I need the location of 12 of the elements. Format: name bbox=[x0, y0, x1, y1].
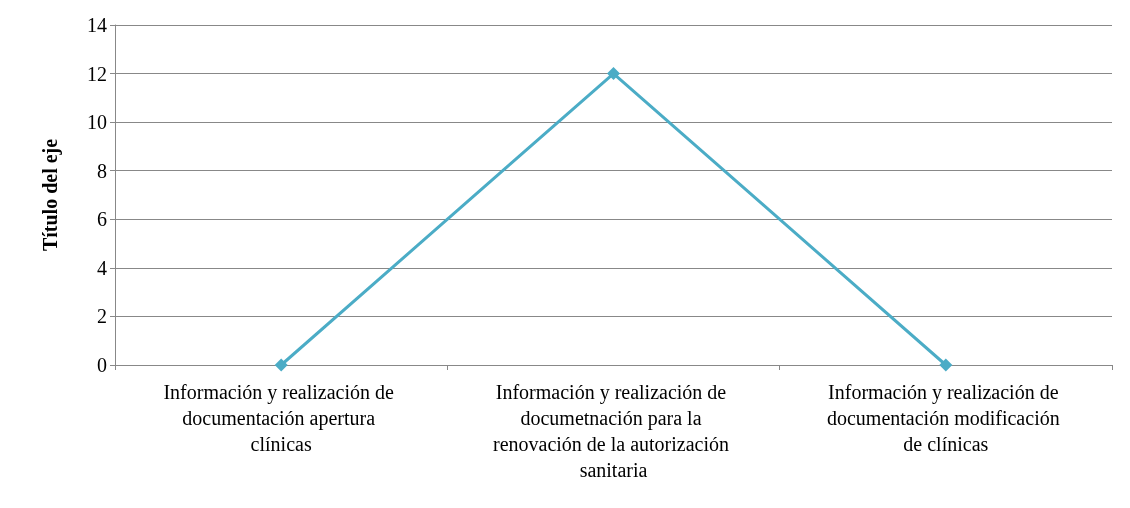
y-tick-label: 8 bbox=[97, 159, 107, 182]
x-tick-label: Información y realización de documetnación para la renovación de la autorización sanitaria bbox=[493, 381, 734, 481]
y-axis-title: Título del eje bbox=[39, 138, 62, 252]
x-tick-label: Información y realización de documentación apertura clínicas bbox=[163, 381, 399, 455]
y-tick-label: 12 bbox=[87, 62, 107, 85]
y-tick-label: 0 bbox=[97, 354, 107, 376]
y-tick-label: 10 bbox=[87, 111, 107, 134]
y-tick-label: 6 bbox=[97, 208, 107, 231]
y-tick-label: 2 bbox=[97, 305, 107, 328]
y-tick-label: 14 bbox=[87, 14, 107, 36]
y-tick-label: 4 bbox=[97, 256, 107, 279]
x-tick-label: Información y realización de documentación modificación de clínicas bbox=[826, 381, 1065, 455]
